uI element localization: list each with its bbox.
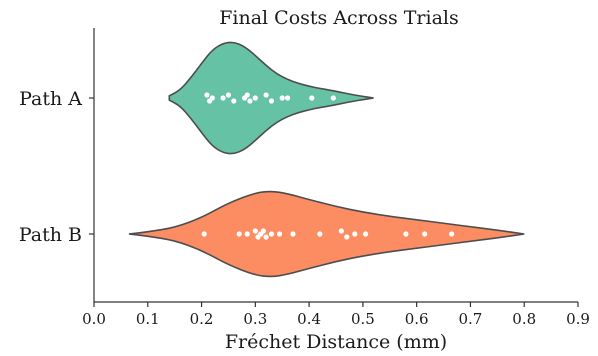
data-point-1-11 <box>317 231 323 237</box>
data-point-0-7 <box>244 92 250 98</box>
data-point-1-18 <box>449 231 455 237</box>
data-point-1-6 <box>260 228 266 234</box>
violin-0 <box>168 41 374 155</box>
x-tick-label-8: 0.8 <box>512 310 536 328</box>
data-point-1-10 <box>290 231 296 237</box>
data-point-0-8 <box>247 98 253 104</box>
data-point-1-7 <box>263 234 269 240</box>
plot-area <box>128 41 525 278</box>
x-tick-label-5: 0.5 <box>351 310 375 328</box>
data-point-0-14 <box>309 95 315 101</box>
data-point-1-0 <box>201 231 207 237</box>
data-point-1-13 <box>344 234 350 240</box>
chart-title: Final Costs Across Trials <box>219 7 459 29</box>
y-axis-ticks: Path A Path B <box>19 88 94 246</box>
violin-1 <box>128 190 525 278</box>
data-point-1-2 <box>244 231 250 237</box>
x-tick-label-2: 0.2 <box>190 310 214 328</box>
data-point-0-2 <box>209 95 215 101</box>
data-point-0-3 <box>220 95 226 101</box>
data-point-0-10 <box>263 92 269 98</box>
data-point-1-1 <box>236 231 242 237</box>
x-tick-label-7: 0.7 <box>459 310 483 328</box>
data-point-0-12 <box>279 95 285 101</box>
data-point-1-16 <box>403 231 409 237</box>
data-point-0-11 <box>268 98 275 104</box>
data-point-0-13 <box>285 95 291 101</box>
data-point-0-9 <box>252 95 258 101</box>
x-tick-label-4: 0.4 <box>297 310 321 328</box>
category-label-1: Path B <box>19 224 82 246</box>
x-tick-label-9: 0.9 <box>566 310 590 328</box>
data-point-0-0 <box>204 92 210 98</box>
data-point-1-15 <box>362 231 369 237</box>
data-point-1-3 <box>252 228 258 234</box>
x-tick-label-1: 0.1 <box>136 310 160 328</box>
x-tick-label-6: 0.6 <box>405 310 429 328</box>
data-point-1-14 <box>352 231 358 237</box>
x-tick-label-0: 0.0 <box>82 310 106 328</box>
data-point-0-5 <box>231 98 237 104</box>
data-point-1-17 <box>422 231 428 237</box>
x-axis-ticks: 0.0 0.1 0.2 0.3 0.4 0.5 0.6 0.7 0.8 0.9 <box>82 302 590 328</box>
data-point-1-8 <box>268 231 275 237</box>
x-axis-label: Fréchet Distance (mm) <box>225 331 447 353</box>
x-tick-label-3: 0.3 <box>243 310 267 328</box>
data-point-0-15 <box>330 95 336 101</box>
data-point-1-9 <box>276 231 283 237</box>
data-point-1-12 <box>338 228 344 234</box>
data-point-0-4 <box>225 92 232 98</box>
category-label-0: Path A <box>19 88 82 110</box>
